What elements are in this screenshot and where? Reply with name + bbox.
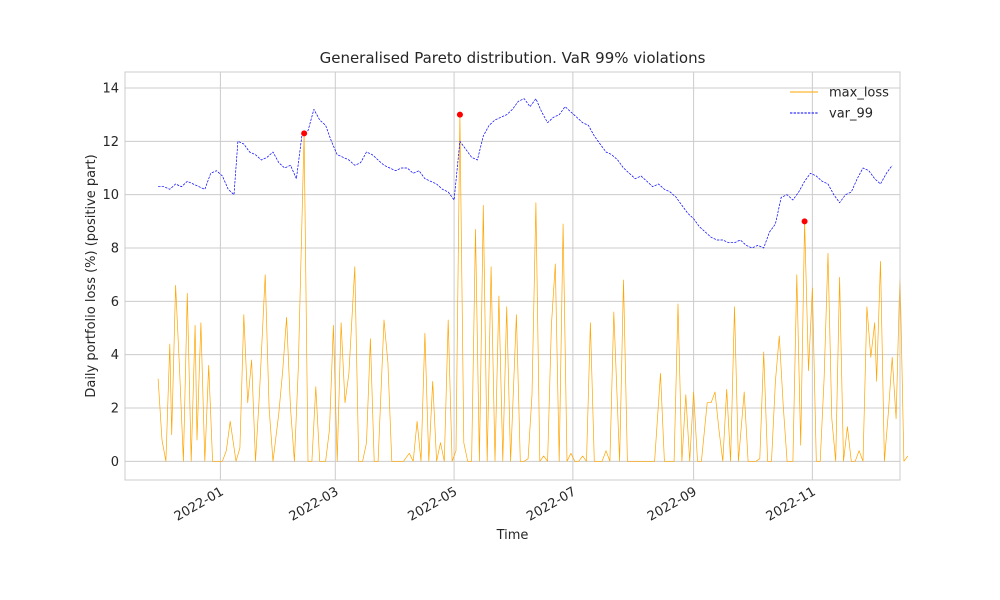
x-tick-label: 2022-05 bbox=[406, 484, 461, 524]
y-tick-label: 14 bbox=[102, 82, 119, 97]
violation-points bbox=[301, 111, 808, 225]
y-tick-label: 6 bbox=[111, 295, 119, 310]
x-tick-label: 2022-09 bbox=[645, 484, 700, 524]
legend-label-var-99: var_99 bbox=[829, 107, 873, 122]
y-tick-label: 12 bbox=[102, 135, 119, 150]
y-tick-label: 2 bbox=[111, 402, 119, 417]
plot-frame bbox=[124, 71, 901, 481]
y-tick-label: 0 bbox=[111, 455, 119, 470]
series-line-max-loss bbox=[157, 114, 909, 462]
series-layer bbox=[157, 98, 909, 462]
y-axis-label: Daily portfolio loss (%) (positive part) bbox=[84, 154, 99, 397]
series-line-var-99 bbox=[158, 98, 893, 249]
violation-point bbox=[801, 218, 808, 225]
legend-label-max-loss: max_loss bbox=[829, 86, 889, 101]
x-axis-label: Time bbox=[496, 528, 529, 543]
y-tick-label: 4 bbox=[111, 348, 119, 363]
x-tick-label: 2022-07 bbox=[524, 484, 579, 524]
x-tick-label: 2022-01 bbox=[172, 484, 227, 524]
legend: max_loss var_99 bbox=[790, 86, 889, 122]
x-tick-label: 2022-11 bbox=[764, 484, 819, 524]
x-tick-label: 2022-03 bbox=[287, 484, 342, 524]
violation-point bbox=[456, 111, 463, 118]
violation-point bbox=[301, 130, 308, 137]
y-tick-label: 8 bbox=[111, 242, 119, 257]
grid bbox=[125, 72, 900, 480]
y-tick-label: 10 bbox=[102, 188, 119, 203]
chart-title: Generalised Pareto distribution. VaR 99%… bbox=[320, 49, 706, 67]
